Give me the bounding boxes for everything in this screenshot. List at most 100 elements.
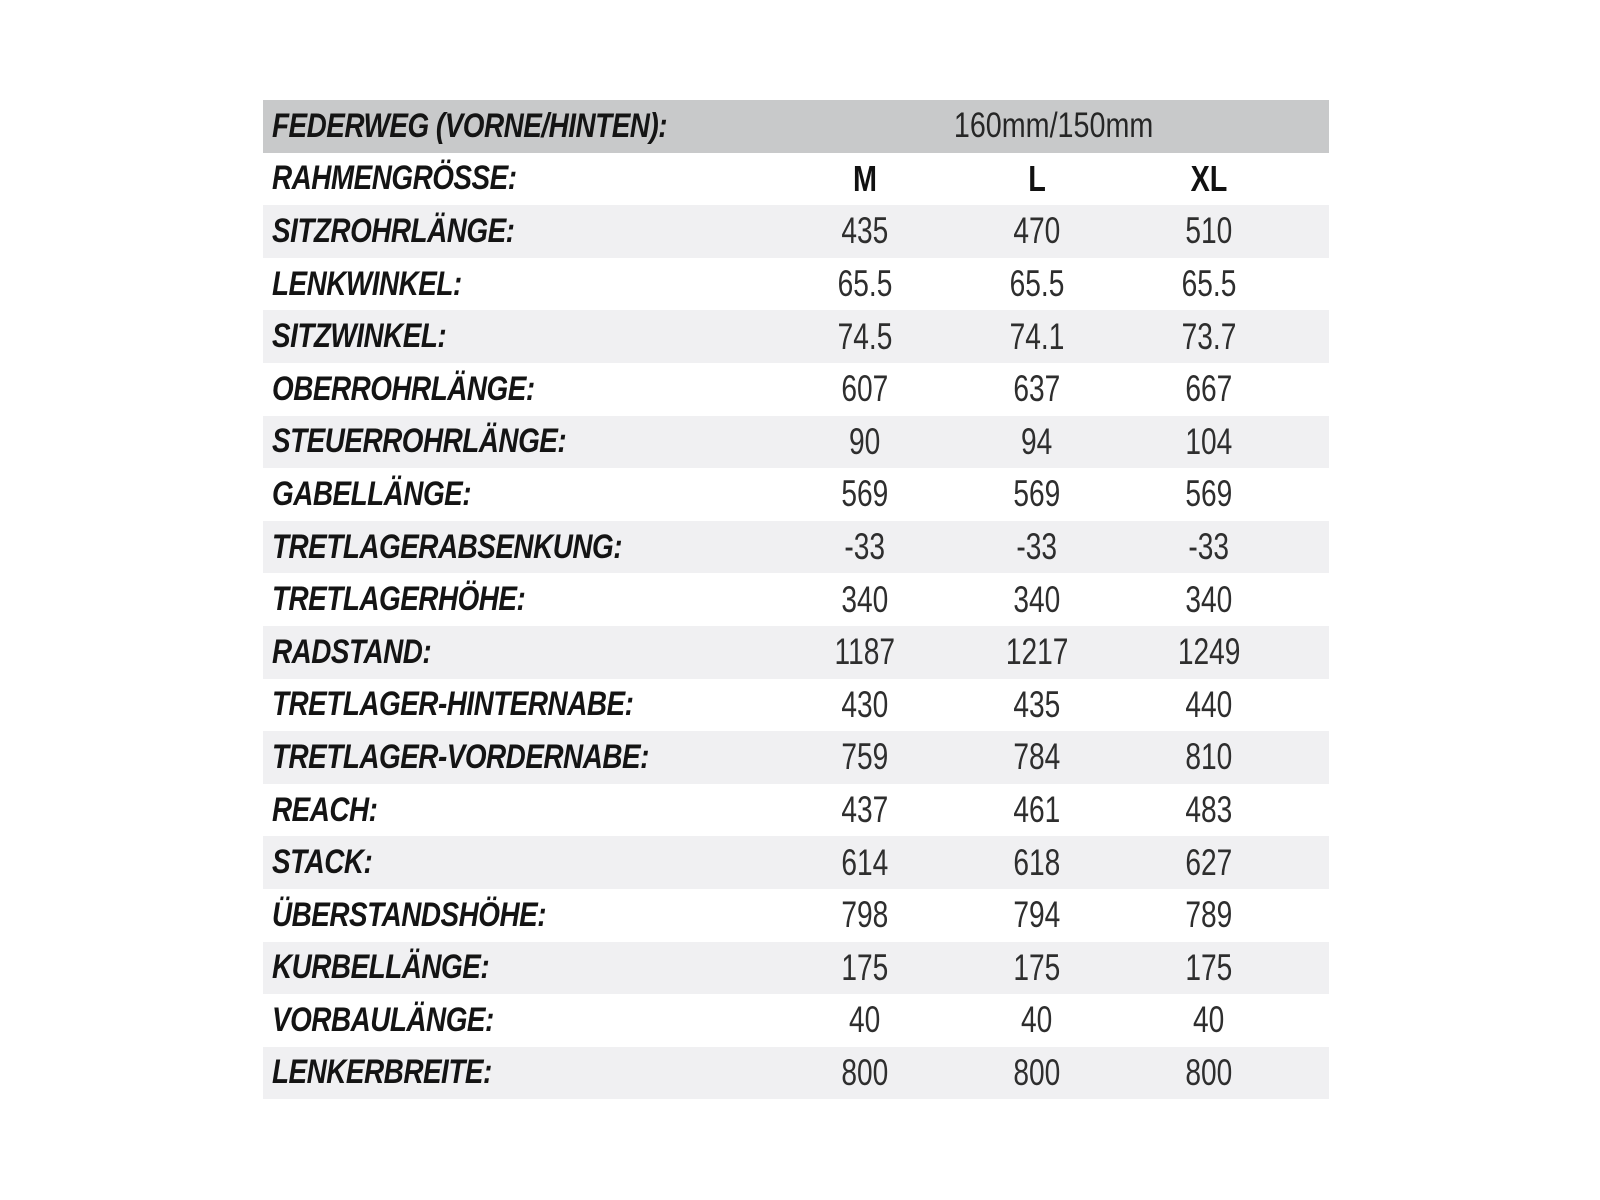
spec-value-m: -33 (844, 526, 886, 568)
spec-value-l: 800 (1013, 1051, 1061, 1093)
spec-label: ÜBERSTANDSHÖHE: (272, 895, 547, 934)
spec-row: LENKWINKEL: 65.5 65.5 65.5 (263, 257, 1329, 311)
spec-value-xl: 810 (1185, 736, 1233, 778)
spec-label: SITZROHRLÄNGE: (272, 211, 515, 250)
spec-row: VORBAULÄNGE: 40 40 40 (263, 994, 1329, 1047)
spec-value-xl: 65.5 (1181, 263, 1237, 305)
spec-row: ÜBERSTANDSHÖHE: 798 794 789 (263, 888, 1329, 942)
spec-row: TRETLAGERABSENKUNG: -33 -33 -33 (263, 520, 1329, 574)
spec-label: KURBELLÄNGE: (272, 948, 490, 987)
spec-row: TRETLAGERHÖHE: 340 340 340 (263, 573, 1329, 626)
spec-label: GABELLÄNGE: (272, 474, 472, 513)
spec-value-l: -33 (1016, 526, 1058, 568)
spec-row: TRETLAGER-VORDERNABE: 759 784 810 (263, 731, 1329, 784)
spec-label: SITZWINKEL: (272, 317, 447, 356)
spec-value-l: 784 (1013, 736, 1061, 778)
size-column-xl: XL (1123, 158, 1295, 200)
size-column-l: L (951, 158, 1123, 200)
spec-value-l: 569 (1013, 473, 1061, 515)
spec-value-m: 40 (849, 999, 881, 1041)
spec-value-l: 175 (1013, 946, 1061, 988)
spec-value-l: 637 (1013, 368, 1061, 410)
spec-value-m: 340 (841, 578, 889, 620)
spec-value-xl: 800 (1185, 1051, 1233, 1093)
spec-value-xl: -33 (1188, 526, 1230, 568)
spec-row: LENKERBREITE: 800 800 800 (263, 1046, 1329, 1100)
spec-value-l: 470 (1013, 210, 1061, 252)
spec-value-m: 90 (849, 420, 881, 462)
size-header-row: RAHMENGRÖSSE: M L XL (263, 152, 1329, 206)
spec-row: REACH: 437 461 483 (263, 783, 1329, 837)
spec-value-m: 798 (841, 894, 889, 936)
spec-value-l: 94 (1021, 420, 1053, 462)
spec-row: SITZROHRLÄNGE: 435 470 510 (263, 205, 1329, 258)
spec-label: STEUERROHRLÄNGE: (272, 422, 567, 461)
spec-value-xl: 73.7 (1181, 315, 1237, 357)
spec-row: GABELLÄNGE: 569 569 569 (263, 468, 1329, 521)
size-column-l-label: L (1028, 157, 1046, 199)
spec-value-l: 461 (1013, 789, 1061, 831)
spec-label: TRETLAGER-HINTERNABE: (272, 685, 634, 724)
travel-label: FEDERWEG (VORNE/HINTEN): (272, 106, 668, 145)
spec-row: SITZWINKEL: 74.5 74.1 73.7 (263, 310, 1329, 363)
spec-label: LENKWINKEL: (272, 264, 462, 303)
spec-value-l: 435 (1013, 683, 1061, 725)
spec-value-l: 40 (1021, 999, 1053, 1041)
spec-row: TRETLAGER-HINTERNABE: 430 435 440 (263, 678, 1329, 732)
spec-value-m: 607 (841, 368, 889, 410)
spec-value-xl: 667 (1185, 368, 1233, 410)
spec-value-m: 74.5 (837, 315, 893, 357)
spec-value-m: 759 (841, 736, 889, 778)
spec-value-xl: 340 (1185, 578, 1233, 620)
spec-label: OBERROHRLÄNGE: (272, 369, 535, 408)
spec-value-xl: 510 (1185, 210, 1233, 252)
spec-label: VORBAULÄNGE: (272, 1000, 494, 1039)
spec-value-m: 435 (841, 210, 889, 252)
spec-value-xl: 483 (1185, 789, 1233, 831)
spec-value-l: 794 (1013, 894, 1061, 936)
spec-value-xl: 789 (1185, 894, 1233, 936)
spec-row: RADSTAND: 1187 1217 1249 (263, 625, 1329, 679)
size-column-xl-label: XL (1190, 157, 1228, 199)
spec-label: STACK: (272, 843, 373, 882)
spec-label: REACH: (272, 790, 378, 829)
spec-label: TRETLAGERABSENKUNG: (272, 527, 622, 566)
spec-value-m: 569 (841, 473, 889, 515)
spec-value-m: 1187 (834, 631, 896, 673)
geometry-table: FEDERWEG (VORNE/HINTEN): 160mm/150mm RAH… (263, 100, 1329, 1100)
travel-label-cell: FEDERWEG (VORNE/HINTEN): (263, 107, 779, 146)
size-column-m: M (779, 158, 951, 200)
travel-value: 160mm/150mm (954, 106, 1154, 146)
travel-value-cell: 160mm/150mm (779, 106, 1329, 146)
spec-value-m: 437 (841, 789, 889, 831)
size-header-label: RAHMENGRÖSSE: (272, 159, 517, 198)
spec-value-xl: 1249 (1177, 631, 1241, 673)
spec-value-m: 430 (841, 683, 889, 725)
spec-value-l: 340 (1013, 578, 1061, 620)
spec-row: STEUERROHRLÄNGE: 90 94 104 (263, 415, 1329, 469)
spec-value-l: 65.5 (1009, 263, 1065, 305)
spec-label: TRETLAGER-VORDERNABE: (272, 737, 649, 776)
spec-label: LENKERBREITE: (272, 1053, 492, 1092)
spec-value-xl: 627 (1185, 841, 1233, 883)
spec-value-m: 175 (841, 946, 889, 988)
spec-label: RADSTAND: (272, 632, 432, 671)
spec-value-m: 614 (841, 841, 889, 883)
spec-value-xl: 440 (1185, 683, 1233, 725)
spec-row: OBERROHRLÄNGE: 607 637 667 (263, 362, 1329, 416)
size-column-m-label: M (853, 157, 877, 199)
spec-value-l: 74.1 (1009, 315, 1065, 357)
travel-row: FEDERWEG (VORNE/HINTEN): 160mm/150mm (263, 100, 1329, 153)
spec-value-l: 618 (1013, 841, 1061, 883)
spec-value-m: 800 (841, 1051, 889, 1093)
spec-value-xl: 569 (1185, 473, 1233, 515)
spec-row: KURBELLÄNGE: 175 175 175 (263, 941, 1329, 995)
spec-row: STACK: 614 618 627 (263, 836, 1329, 889)
spec-value-xl: 40 (1193, 999, 1225, 1041)
size-header-label-cell: RAHMENGRÖSSE: (263, 159, 779, 198)
spec-value-xl: 104 (1185, 420, 1233, 462)
spec-value-xl: 175 (1185, 946, 1233, 988)
spec-label: TRETLAGERHÖHE: (272, 580, 526, 619)
spec-value-m: 65.5 (837, 263, 893, 305)
